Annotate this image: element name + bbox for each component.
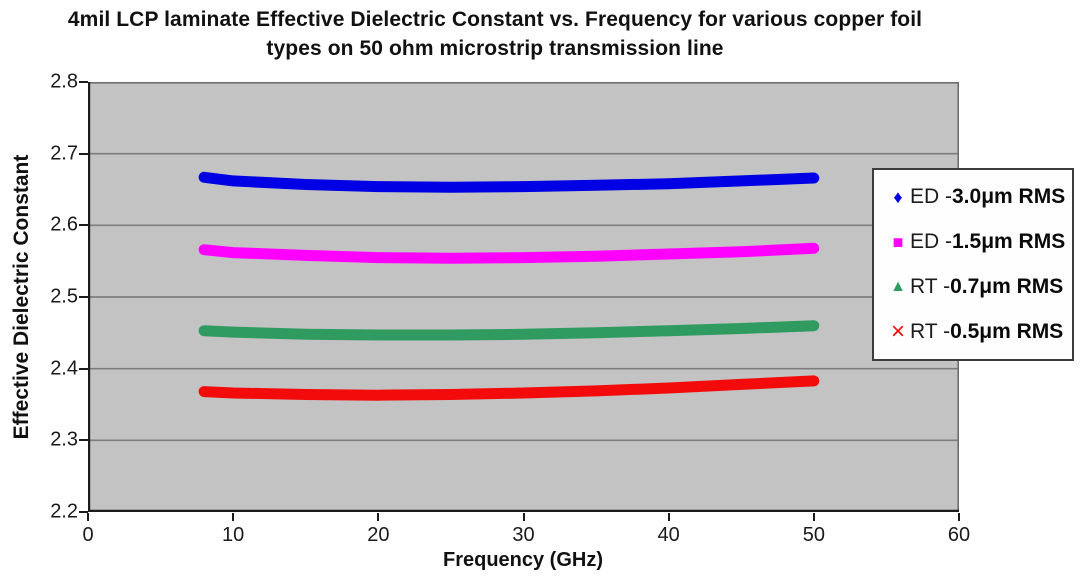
legend-item-rt-0-7um: ▲ RT - 0.7μm RMS	[886, 275, 1072, 299]
y-tick-mark	[79, 152, 88, 155]
y-tick-mark	[79, 296, 88, 298]
x-tick-label: 60	[947, 524, 971, 546]
x-tick-mark	[377, 513, 380, 521]
series-line-square	[198, 242, 820, 264]
legend-item-ed-1-5um: ■ ED - 1.5μm RMS	[886, 230, 1072, 254]
legend-label-value: 1.5μm RMS	[952, 229, 1066, 253]
x-tick-mark	[812, 513, 815, 521]
legend-label-prefix: ED -	[910, 229, 952, 253]
y-tick-label: 2.5	[50, 285, 78, 308]
chart-title: 4mil LCP laminate Effective Dielectric C…	[0, 5, 990, 63]
y-tick-mark	[79, 511, 88, 513]
y-tick-mark	[79, 81, 88, 83]
legend-label-prefix: ED -	[910, 184, 952, 208]
x-tick-label: 30	[512, 524, 535, 546]
x-tick-label: 0	[82, 524, 94, 546]
legend-item-ed-3-0um: ♦ ED - 3.0μm RMS	[886, 185, 1072, 209]
plot-svg	[88, 82, 959, 512]
y-tick-label: 2.4	[50, 357, 78, 380]
legend-label-prefix: RT -	[910, 275, 951, 299]
legend-label-prefix: RT -	[910, 320, 951, 344]
x-tick-mark	[522, 513, 525, 521]
y-tick-label: 2.6	[50, 213, 78, 236]
legend-label-value: 0.5μm RMS	[950, 320, 1064, 344]
y-tick-label: 2.7	[50, 142, 78, 165]
legend-label-value: 0.7μm RMS	[950, 275, 1064, 299]
y-tick-mark	[79, 439, 88, 442]
triangle-marker-icon: ▲	[890, 278, 906, 296]
x-tick-mark	[667, 513, 670, 521]
series-line-x	[198, 375, 820, 401]
x-tick-mark	[87, 513, 89, 521]
y-tick-mark	[79, 367, 88, 370]
y-tick-label: 2.8	[50, 70, 78, 93]
x-tick-label: 50	[802, 524, 825, 546]
series-line-triangle	[198, 320, 820, 341]
x-axis-title: Frequency (GHz)	[442, 549, 604, 571]
y-tick-label: 2.2	[50, 500, 78, 523]
x-tick-label: 20	[367, 524, 390, 546]
legend-item-rt-0-5um: × RT - 0.5μm RMS	[886, 320, 1072, 344]
x-tick-mark	[232, 513, 235, 521]
plot-area	[88, 82, 959, 512]
chart-title-line1: 4mil LCP laminate Effective Dielectric C…	[67, 8, 923, 31]
x-tick-label: 40	[657, 524, 680, 546]
x-tick-label: 10	[222, 524, 245, 546]
chart-title-line2: types on 50 ohm microstrip transmission …	[266, 37, 724, 60]
square-marker-icon: ■	[892, 231, 904, 252]
x-marker-icon: ×	[890, 318, 905, 346]
y-tick-label: 2.3	[50, 428, 78, 451]
legend-label-value: 3.0μm RMS	[952, 184, 1066, 208]
legend-box: ♦ ED - 3.0μm RMS ■ ED - 1.5μm RMS ▲ RT -…	[872, 168, 1074, 361]
series-line-diamond	[198, 171, 820, 193]
x-tick-mark	[958, 513, 960, 521]
diamond-marker-icon: ♦	[893, 186, 903, 207]
y-tick-mark	[79, 224, 88, 227]
